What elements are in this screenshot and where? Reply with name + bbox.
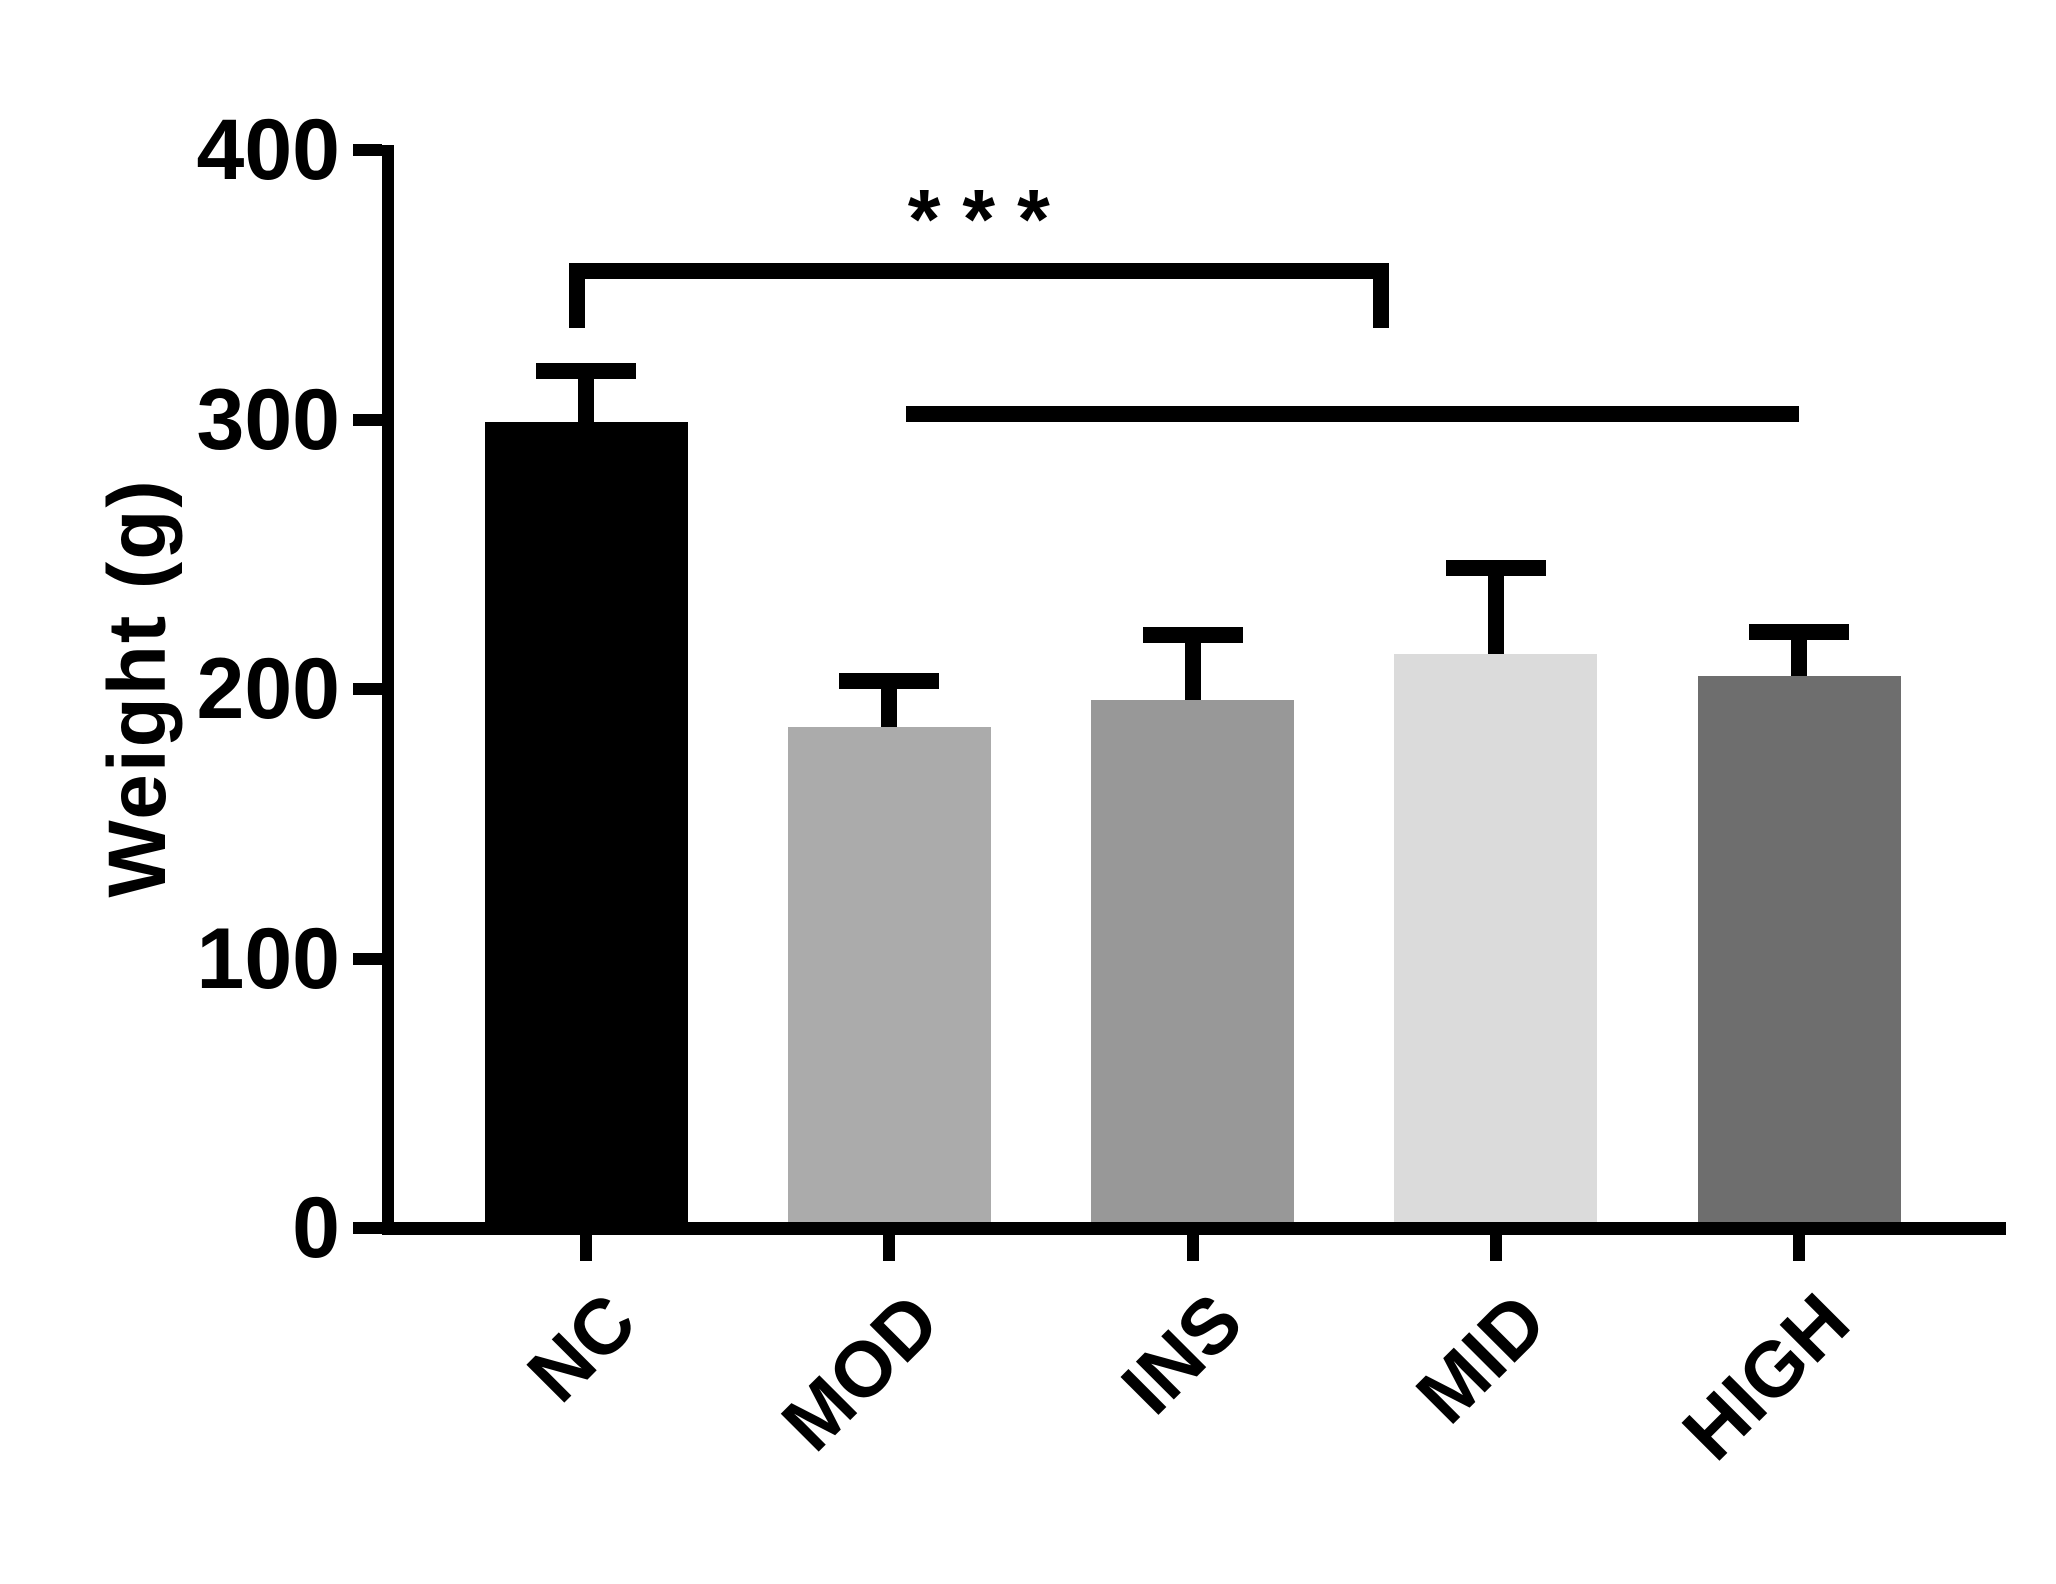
x-tick-NC [580,1235,592,1261]
significance-bracket-right-drop [1372,263,1389,328]
y-tick-label-200: 200 [196,641,341,737]
bar-MID [1394,653,1598,1234]
error-bar-line-NC [578,376,594,423]
y-axis-title: Weight (g) [92,478,183,898]
error-bar-line-HIGH [1791,638,1807,676]
y-tick-label-300: 300 [196,371,341,468]
significance-bracket-left-drop [569,263,585,328]
bar-NC [484,422,688,1234]
x-label-MID: MID [1399,1276,1563,1440]
y-tick-300 [353,413,382,426]
y-tick-400 [353,144,382,156]
x-label-INS: INS [1105,1276,1260,1431]
bar-MOD [787,726,991,1234]
y-tick-100 [353,952,382,965]
error-bar-cap-MID [1445,559,1546,576]
error-bar-cap-NC [536,362,636,379]
y-tick-0 [353,1222,382,1234]
x-label-NC: NC [510,1276,653,1419]
error-bar-line-MID [1487,573,1504,654]
y-tick-200 [353,683,382,695]
error-bar-cap-HIGH [1749,624,1849,641]
bar-INS [1091,699,1294,1234]
x-label-HIGH: HIGH [1665,1276,1866,1477]
x-tick-MID [1489,1235,1502,1261]
y-axis [382,145,394,1235]
x-axis [382,1222,2006,1235]
x-tick-HIGH [1793,1235,1805,1261]
significance-bracket-top [569,263,1389,280]
y-tick-label-0: 0 [292,1180,340,1276]
x-tick-MOD [883,1235,896,1261]
x-tick-INS [1186,1235,1199,1261]
y-tick-label-100: 100 [196,910,341,1007]
y-tick-label-400: 400 [196,102,341,198]
significance-label: *** [907,172,1072,267]
x-label-MOD: MOD [765,1276,956,1468]
error-bar-line-INS [1184,641,1201,700]
bar-HIGH [1697,675,1901,1234]
error-bar-cap-INS [1142,627,1243,643]
error-bar-cap-MOD [839,672,940,689]
comparison-line [906,406,1799,423]
error-bar-line-MOD [881,686,898,727]
